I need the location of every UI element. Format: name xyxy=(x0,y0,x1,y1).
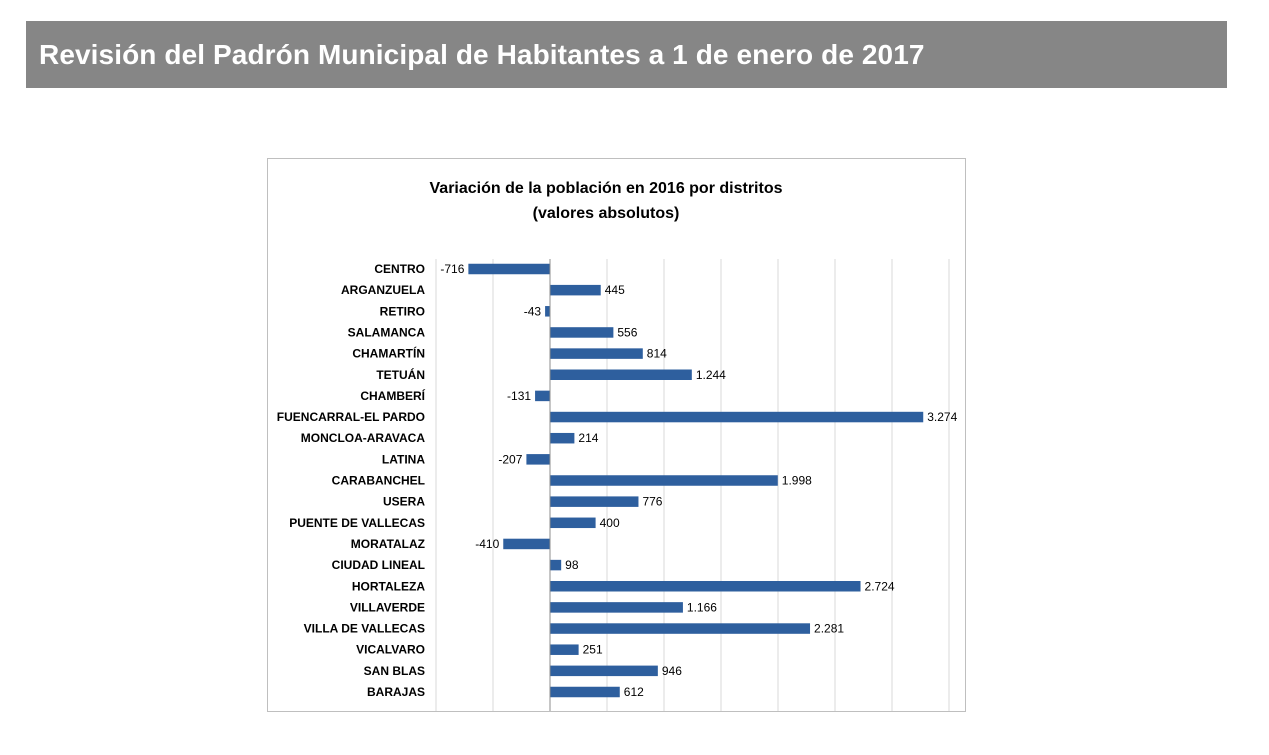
bar xyxy=(550,327,614,338)
bar xyxy=(550,432,575,444)
value-label: 400 xyxy=(600,516,620,530)
value-label: 556 xyxy=(617,325,637,339)
bar-chart: Variación de la población en 2016 por di… xyxy=(277,180,958,711)
category-label: SAN BLAS xyxy=(364,664,425,678)
value-label: -716 xyxy=(440,262,464,276)
value-label: 776 xyxy=(642,495,662,509)
bar xyxy=(550,517,596,529)
category-label: CARABANCHEL xyxy=(332,474,425,488)
category-label: CENTRO xyxy=(374,262,425,276)
labels: CENTRO -716 ARGANZUELA 445 RETIRO -43 SALAMANC… xyxy=(277,262,958,699)
bar xyxy=(550,559,562,571)
value-label: -43 xyxy=(524,304,542,318)
bar xyxy=(503,538,550,550)
value-label: 946 xyxy=(662,664,682,678)
category-label: VILLAVERDE xyxy=(350,600,425,614)
category-label: PUENTE DE VALLECAS xyxy=(289,516,425,530)
page-title: Revisión del Padrón Municipal de Habitan… xyxy=(39,38,925,70)
chart-title: Variación de la población en 2016 por di… xyxy=(430,180,783,197)
value-label: 1.166 xyxy=(687,600,717,614)
bar xyxy=(550,475,778,486)
value-label: 3.274 xyxy=(927,410,957,424)
value-label: 612 xyxy=(624,685,644,699)
category-label: LATINA xyxy=(382,452,425,466)
header-banner: Revisión del Padrón Municipal de Habitan… xyxy=(26,21,1227,88)
category-label: BARAJAS xyxy=(367,685,425,699)
category-label: HORTALEZA xyxy=(352,579,425,593)
category-label: MORATALAZ xyxy=(351,537,425,551)
category-label: MONCLOA-ARAVACA xyxy=(301,431,426,445)
category-label: FUENCARRAL-EL PARDO xyxy=(277,410,425,424)
value-label: 98 xyxy=(565,558,579,572)
value-label: 2.281 xyxy=(814,622,844,636)
bar xyxy=(550,369,692,380)
bar xyxy=(550,411,924,423)
category-label: SALAMANCA xyxy=(348,325,426,339)
bars xyxy=(468,263,924,698)
bar xyxy=(550,348,643,359)
category-label: CHAMARTÍN xyxy=(352,346,425,361)
bar xyxy=(550,686,620,698)
bar xyxy=(550,284,601,296)
category-label: TETUÁN xyxy=(376,367,425,382)
category-label: VILLA DE VALLECAS xyxy=(304,622,425,636)
chart-subtitle: (valores absolutos) xyxy=(533,205,680,222)
value-label: -131 xyxy=(507,389,531,403)
bar xyxy=(550,496,639,507)
bar xyxy=(550,602,683,613)
value-label: 251 xyxy=(583,643,603,657)
bar xyxy=(468,263,550,275)
bar xyxy=(550,665,658,677)
chart-frame: Variación de la población en 2016 por di… xyxy=(267,158,966,712)
value-label: 445 xyxy=(605,283,625,297)
category-label: ARGANZUELA xyxy=(341,283,425,297)
value-label: 814 xyxy=(647,347,667,361)
bar xyxy=(545,306,550,317)
value-label: -207 xyxy=(498,452,522,466)
category-label: RETIRO xyxy=(380,304,425,318)
value-label: 1.998 xyxy=(782,474,812,488)
bar xyxy=(550,644,579,655)
bar xyxy=(550,623,811,634)
category-label: USERA xyxy=(383,495,425,509)
bar xyxy=(526,454,550,465)
category-label: CIUDAD LINEAL xyxy=(332,558,425,572)
bar xyxy=(550,581,861,592)
bar xyxy=(535,390,550,402)
category-label: VICALVARO xyxy=(356,643,425,657)
category-label: CHAMBERÍ xyxy=(360,388,425,403)
value-label: 214 xyxy=(578,431,598,445)
value-label: 1.244 xyxy=(696,368,726,382)
value-label: -410 xyxy=(475,537,499,551)
value-label: 2.724 xyxy=(865,579,895,593)
